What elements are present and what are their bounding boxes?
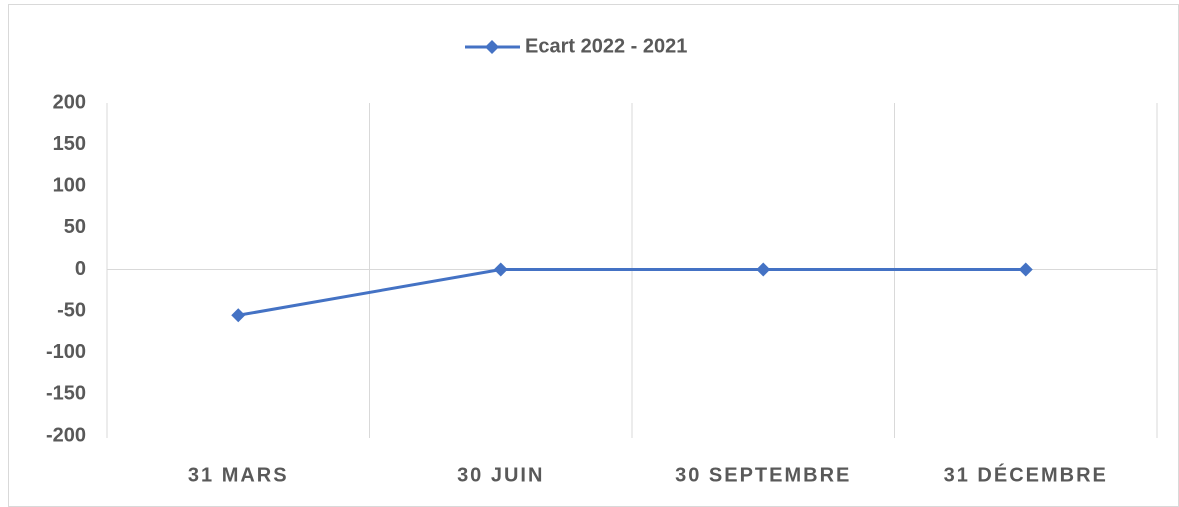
x-tick-label: 30 JUIN xyxy=(457,464,544,486)
point-marker xyxy=(493,262,508,277)
point-marker xyxy=(1018,262,1033,277)
y-tick-label: -150 xyxy=(46,383,86,405)
legend-label: Ecart 2022 - 2021 xyxy=(525,35,687,57)
y-tick-label: -100 xyxy=(46,341,86,363)
y-tick-label: -200 xyxy=(46,424,86,446)
chart-frame xyxy=(8,4,1179,507)
point-marker xyxy=(231,308,246,323)
y-tick-label: 100 xyxy=(53,175,86,197)
x-tick-label: 31 MARS xyxy=(188,464,289,486)
legend-marker xyxy=(485,40,499,54)
series-line xyxy=(237,268,1026,317)
y-tick-label: 50 xyxy=(64,216,86,238)
y-tick-label: -50 xyxy=(57,299,86,321)
x-tick-label: 31 DÉCEMBRE xyxy=(944,463,1108,486)
y-tick-label: 150 xyxy=(53,133,86,155)
y-tick-label: 200 xyxy=(53,91,86,113)
point-marker xyxy=(756,262,771,277)
y-tick-label: 0 xyxy=(75,258,86,280)
x-tick-label: 30 SEPTEMBRE xyxy=(675,464,851,486)
